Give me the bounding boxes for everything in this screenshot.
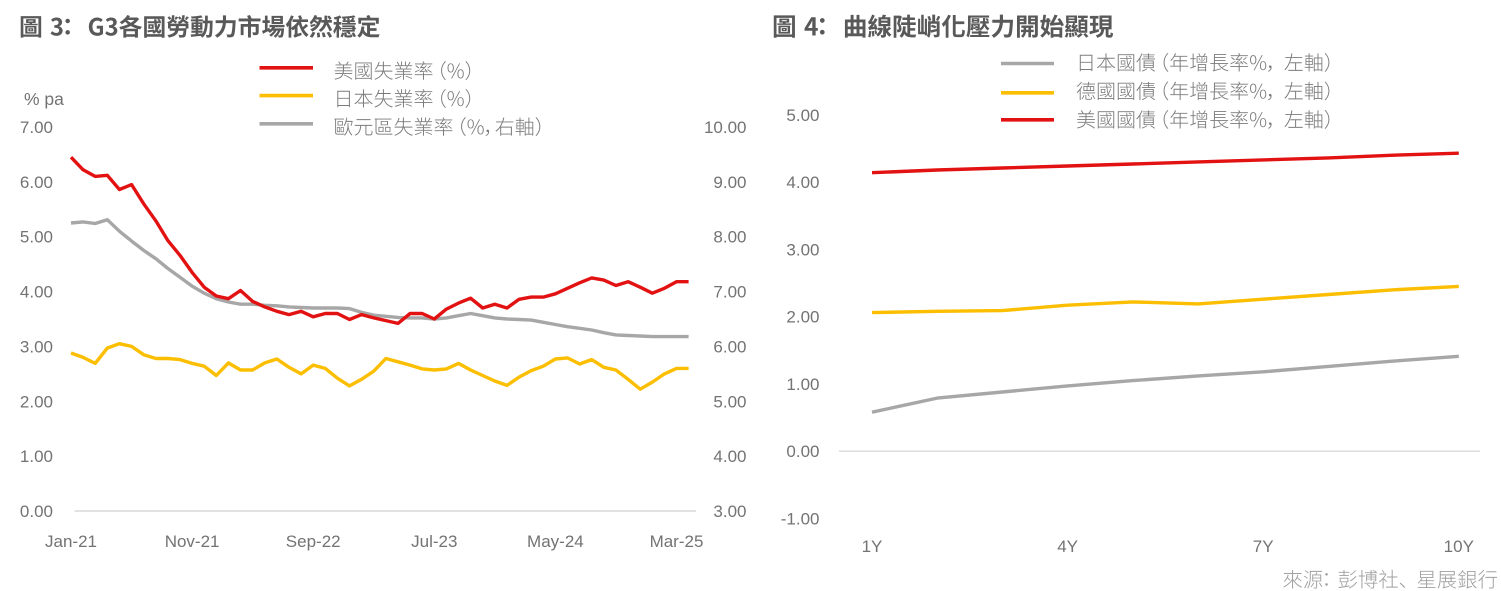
svg-text:0.00: 0.00 [20,502,53,521]
svg-text:9.00: 9.00 [713,173,746,192]
svg-text:3.00: 3.00 [713,502,746,521]
svg-text:4Y: 4Y [1057,537,1078,556]
svg-text:Mar-25: Mar-25 [650,532,704,551]
svg-text:% pa: % pa [24,89,64,109]
svg-text:2.00: 2.00 [20,392,53,411]
svg-text:10Y: 10Y [1444,537,1474,556]
svg-text:7Y: 7Y [1253,537,1274,556]
svg-text:3.00: 3.00 [20,337,53,356]
svg-text:Jul-23: Jul-23 [411,532,457,551]
svg-text:1.00: 1.00 [786,375,819,394]
svg-text:2.00: 2.00 [786,308,819,327]
svg-text:6.00: 6.00 [20,173,53,192]
svg-text:5.00: 5.00 [20,228,53,247]
svg-text:4.00: 4.00 [786,173,819,192]
svg-text:8.00: 8.00 [713,228,746,247]
svg-text:5.00: 5.00 [713,392,746,411]
svg-text:7.00: 7.00 [20,118,53,137]
svg-text:-1.00: -1.00 [781,510,820,529]
svg-text:Sep-22: Sep-22 [286,532,341,551]
svg-text:May-24: May-24 [527,532,584,551]
svg-text:5.00: 5.00 [786,106,819,125]
svg-text:Jan-21: Jan-21 [45,532,97,551]
svg-text:7.00: 7.00 [713,283,746,302]
svg-text:Nov-21: Nov-21 [165,532,220,551]
svg-text:10.00: 10.00 [704,118,747,137]
svg-text:4.00: 4.00 [20,283,53,302]
svg-text:1Y: 1Y [862,537,883,556]
svg-text:3.00: 3.00 [786,240,819,259]
svg-text:6.00: 6.00 [713,337,746,356]
svg-text:0.00: 0.00 [786,442,819,461]
svg-text:4.00: 4.00 [713,447,746,466]
svg-text:1.00: 1.00 [20,447,53,466]
